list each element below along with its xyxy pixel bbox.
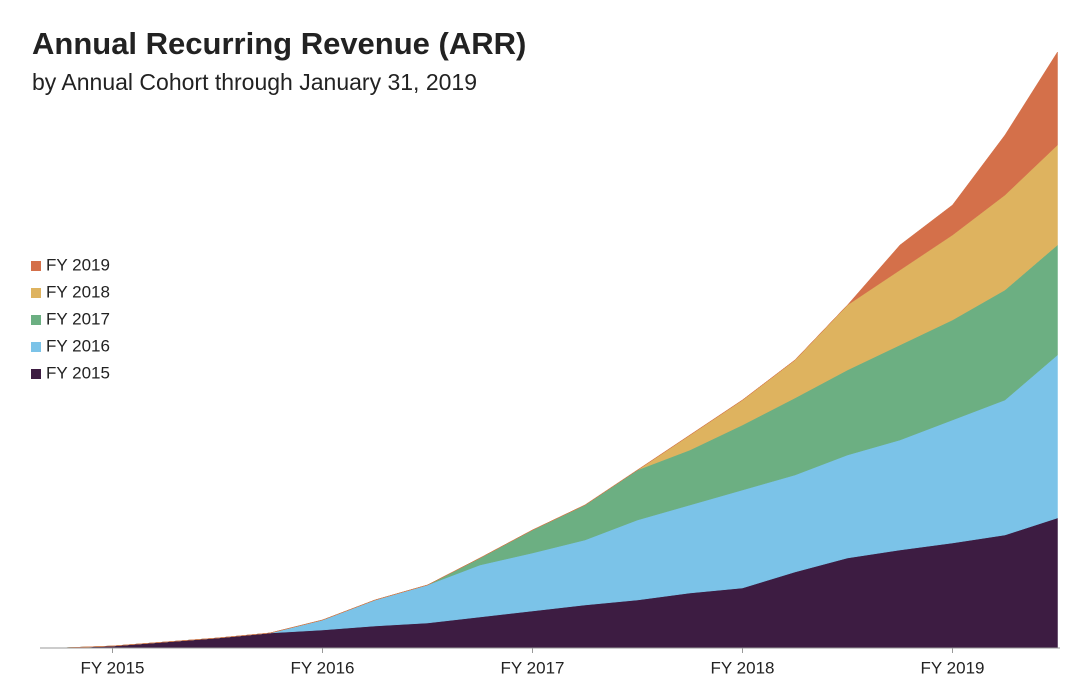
legend-label: FY 2018 bbox=[46, 282, 110, 301]
legend-label: FY 2017 bbox=[46, 309, 110, 328]
x-tick-label: FY 2018 bbox=[711, 658, 775, 677]
legend-swatch bbox=[31, 342, 41, 352]
legend-label: FY 2019 bbox=[46, 255, 110, 274]
legend-label: FY 2015 bbox=[46, 363, 110, 382]
area bbox=[59, 51, 1058, 649]
x-tick-label: FY 2017 bbox=[501, 658, 565, 677]
chart-subtitle: by Annual Cohort through January 31, 201… bbox=[32, 69, 477, 95]
chart-title: Annual Recurring Revenue (ARR) bbox=[32, 26, 526, 61]
legend-swatch bbox=[31, 315, 41, 325]
legend-swatch bbox=[31, 261, 41, 271]
x-tick-label: FY 2016 bbox=[291, 658, 355, 677]
x-tick-label: FY 2019 bbox=[921, 658, 985, 677]
legend-swatch bbox=[31, 288, 41, 298]
legend-swatch bbox=[31, 369, 41, 379]
x-tick-label: FY 2015 bbox=[81, 658, 145, 677]
legend-label: FY 2016 bbox=[46, 336, 110, 355]
